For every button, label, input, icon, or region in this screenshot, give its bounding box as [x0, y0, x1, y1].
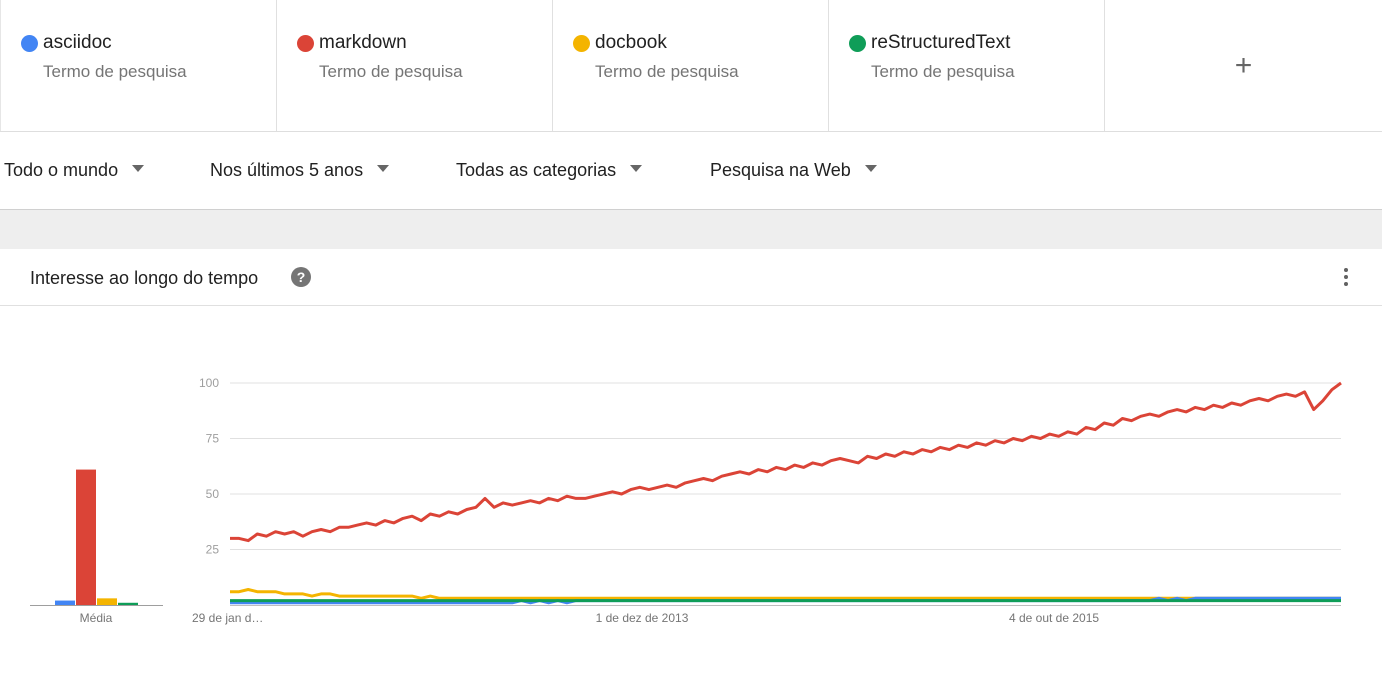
term-name[interactable]: asciidoc	[43, 32, 112, 53]
caret-down-icon	[132, 164, 145, 172]
term-name[interactable]: reStructuredText	[871, 32, 1011, 53]
term-subtitle: Termo de pesquisa	[43, 62, 187, 81]
term-color-dot	[849, 35, 866, 52]
average-label: Média	[80, 611, 113, 625]
caret-down-icon	[864, 164, 877, 172]
caret-down-icon	[377, 164, 390, 172]
average-bar-reStructuredText[interactable]	[118, 602, 138, 605]
line-chart: 100 75 50 25 29 de jan d… 1 de dez de 2013 4 d…	[192, 376, 1342, 625]
y-tick-label: 50	[206, 487, 220, 501]
term-color-dot	[297, 35, 314, 52]
category-dropdown-label: Todas as categorias	[456, 160, 617, 180]
term-card-restructuredtext[interactable]: reStructuredText Termo de pesquisa	[828, 0, 1104, 131]
category-dropdown[interactable]: Todas as categorias	[456, 160, 643, 181]
average-bar-chart: Média	[30, 469, 163, 625]
term-subtitle: Termo de pesquisa	[319, 62, 463, 81]
card-divider	[0, 305, 1382, 306]
average-bar-docbook[interactable]	[97, 598, 117, 605]
search-terms-bar: asciidoc Termo de pesquisa markdown Term…	[0, 0, 1382, 132]
x-tick-label: 29 de jan d…	[192, 611, 263, 625]
term-card-asciidoc[interactable]: asciidoc Termo de pesquisa	[0, 0, 276, 131]
average-bar-markdown[interactable]	[76, 469, 96, 605]
search-type-dropdown[interactable]: Pesquisa na Web	[710, 160, 877, 181]
x-tick-label: 4 de out de 2015	[1009, 611, 1099, 625]
x-tick-label: 1 de dez de 2013	[596, 611, 689, 625]
y-tick-label: 100	[199, 376, 219, 390]
region-dropdown[interactable]: Todo o mundo	[4, 160, 145, 181]
term-color-dot	[573, 35, 590, 52]
add-term-button[interactable]: +	[1104, 0, 1382, 131]
y-tick-label: 75	[206, 432, 220, 446]
average-bar-asciidoc[interactable]	[55, 600, 75, 605]
term-name[interactable]: docbook	[595, 32, 667, 53]
period-dropdown[interactable]: Nos últimos 5 anos	[210, 160, 390, 181]
period-dropdown-label: Nos últimos 5 anos	[210, 160, 364, 180]
term-subtitle: Termo de pesquisa	[871, 62, 1015, 81]
y-tick-label: 25	[206, 543, 220, 557]
caret-down-icon	[630, 164, 643, 172]
more-vert-icon[interactable]	[1336, 265, 1356, 289]
term-card-docbook[interactable]: docbook Termo de pesquisa	[552, 0, 828, 131]
interest-over-time-card: Interesse ao longo do tempo ? Média 100 7…	[0, 249, 1382, 687]
term-color-dot	[21, 35, 38, 52]
term-card-markdown[interactable]: markdown Termo de pesquisa	[276, 0, 552, 131]
filters-bar: Todo o mundo Nos últimos 5 anos Todas as…	[0, 132, 1382, 210]
search-type-dropdown-label: Pesquisa na Web	[710, 160, 851, 180]
term-name[interactable]: markdown	[319, 32, 407, 53]
card-title: Interesse ao longo do tempo	[30, 268, 259, 288]
interest-chart: Média 100 75 50 25 29 de jan d… 1 de dez de 2…	[30, 376, 1342, 625]
region-dropdown-label: Todo o mundo	[4, 160, 119, 180]
series-line-docbook[interactable]	[230, 588, 1341, 600]
term-subtitle: Termo de pesquisa	[595, 62, 739, 81]
plus-icon: +	[1234, 48, 1253, 82]
section-gap	[0, 210, 1382, 249]
question-circle-icon[interactable]: ?	[291, 267, 311, 287]
series-line-markdown[interactable]	[230, 381, 1342, 543]
